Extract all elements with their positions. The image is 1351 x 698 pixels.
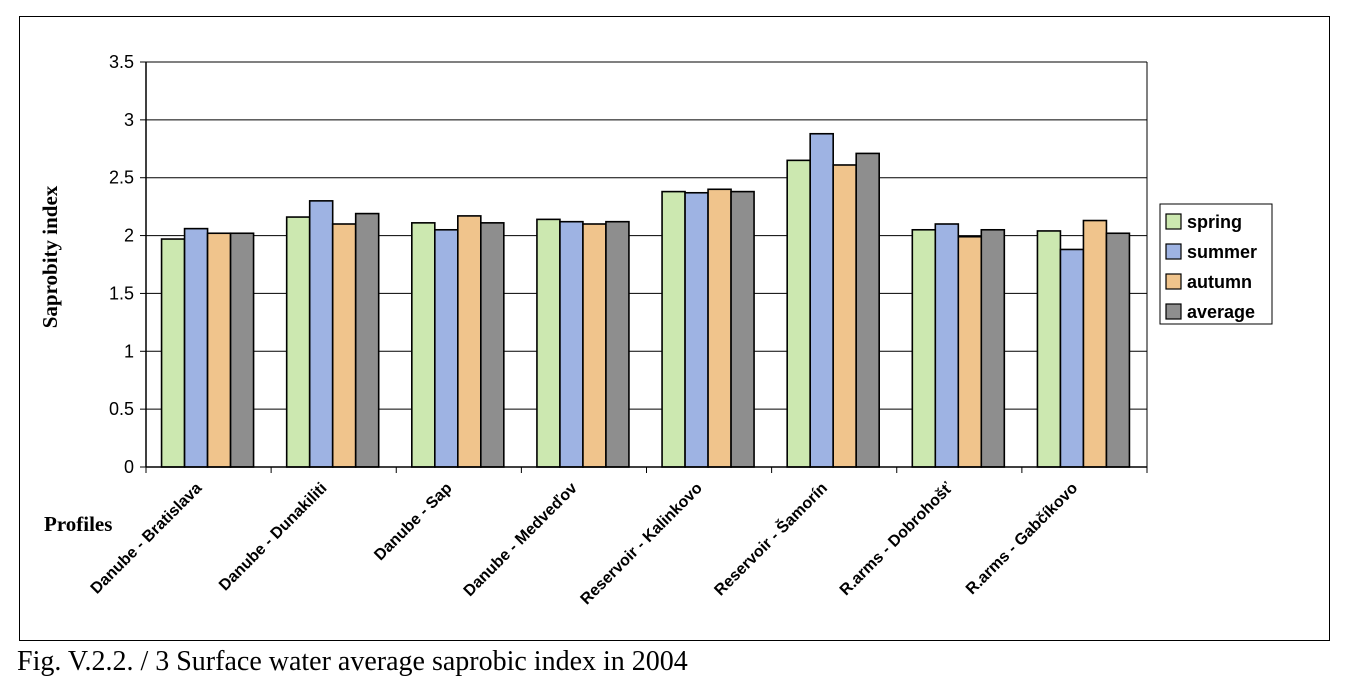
bar-average: [354, 212, 380, 468]
bar-spring: [1036, 230, 1062, 468]
bar-spring: [661, 190, 686, 468]
legend: spring summer autumn average: [1159, 203, 1273, 325]
x-category-label: R.arms - Gabčíkovo: [963, 480, 1081, 598]
x-category-label: Reservoir - Šamorín: [710, 478, 831, 599]
y-tick-label: 0.5: [109, 399, 134, 419]
bar-average: [480, 222, 505, 468]
bar-summer: [934, 223, 960, 468]
legend-label-average: average: [1187, 302, 1255, 322]
x-axis-title: Profiles: [44, 512, 112, 536]
bar-autumn: [206, 232, 232, 468]
y-tick-label: 1: [124, 341, 134, 361]
y-tick-label: 1.5: [109, 283, 134, 303]
bar-autumn: [582, 223, 607, 468]
bar-spring: [411, 222, 436, 468]
x-category-label: Danube - Sap: [371, 480, 455, 564]
y-tick-label: 2.5: [109, 168, 134, 188]
bar-average: [980, 228, 1006, 468]
legend-swatch-summer: [1165, 243, 1182, 260]
bar-spring: [160, 238, 186, 468]
bar-autumn: [331, 223, 357, 468]
legend-swatch-autumn: [1165, 273, 1182, 290]
y-axis-title: Saprobity index: [38, 185, 62, 328]
bar-average: [229, 232, 255, 468]
y-tick-label: 2: [124, 226, 134, 246]
legend-swatch-spring: [1165, 213, 1182, 230]
bar-spring: [536, 218, 561, 468]
axes: [140, 61, 1148, 473]
x-category-label: Danube - Dunakiliti: [216, 480, 330, 594]
y-tick-label: 0: [124, 457, 134, 477]
bar-summer: [809, 132, 834, 468]
bar-average: [605, 220, 630, 468]
x-category-label: Danube - Medveďov: [461, 480, 581, 600]
legend-swatch-average: [1165, 303, 1182, 320]
bar-autumn: [957, 235, 983, 468]
legend-label-spring: spring: [1187, 212, 1242, 232]
legend-label-summer: summer: [1187, 242, 1257, 262]
bar-autumn: [457, 215, 482, 468]
x-category-label: Danube - Bratislava: [88, 480, 206, 598]
bar-autumn: [707, 188, 732, 468]
y-tick-label: 3: [124, 110, 134, 130]
bar-summer: [183, 227, 209, 468]
legend-label-autumn: autumn: [1187, 272, 1252, 292]
bar-autumn: [832, 164, 857, 468]
figure-caption: Fig. V.2.2. / 3 Surface water average sa…: [17, 646, 688, 677]
bar-spring: [786, 159, 811, 468]
bar-summer: [559, 220, 584, 468]
y-tick-label: 3.5: [109, 52, 134, 72]
chart-svg: 00.511.522.533.5 Danube - Bratislava Danu…: [38, 52, 1273, 608]
x-category-label: R.arms - Dobrohošť: [837, 480, 957, 600]
y-tick-labels: 0 0.5 1 1.5 2 2.5 3 3.5: [109, 52, 134, 477]
bar-average: [1105, 232, 1131, 468]
x-category-labels: Danube - Bratislava Danube - Dunakiliti Da…: [88, 478, 1082, 608]
x-category-label: Reservoir - Kalinkovo: [578, 480, 707, 609]
bar-summer: [684, 191, 709, 468]
bar-spring: [911, 228, 937, 468]
bar-summer: [308, 200, 334, 468]
bars: [160, 132, 1131, 468]
bar-average: [730, 190, 755, 468]
bar-summer: [1059, 248, 1085, 468]
bar-summer: [434, 228, 459, 468]
bar-autumn: [1082, 219, 1108, 468]
bar-average: [855, 152, 880, 468]
bar-spring: [285, 216, 311, 468]
chart-frame: 0 0.5 1 1.5 2 2.5 3 3.5 Danube - Bratislava Danu…: [19, 16, 1330, 641]
